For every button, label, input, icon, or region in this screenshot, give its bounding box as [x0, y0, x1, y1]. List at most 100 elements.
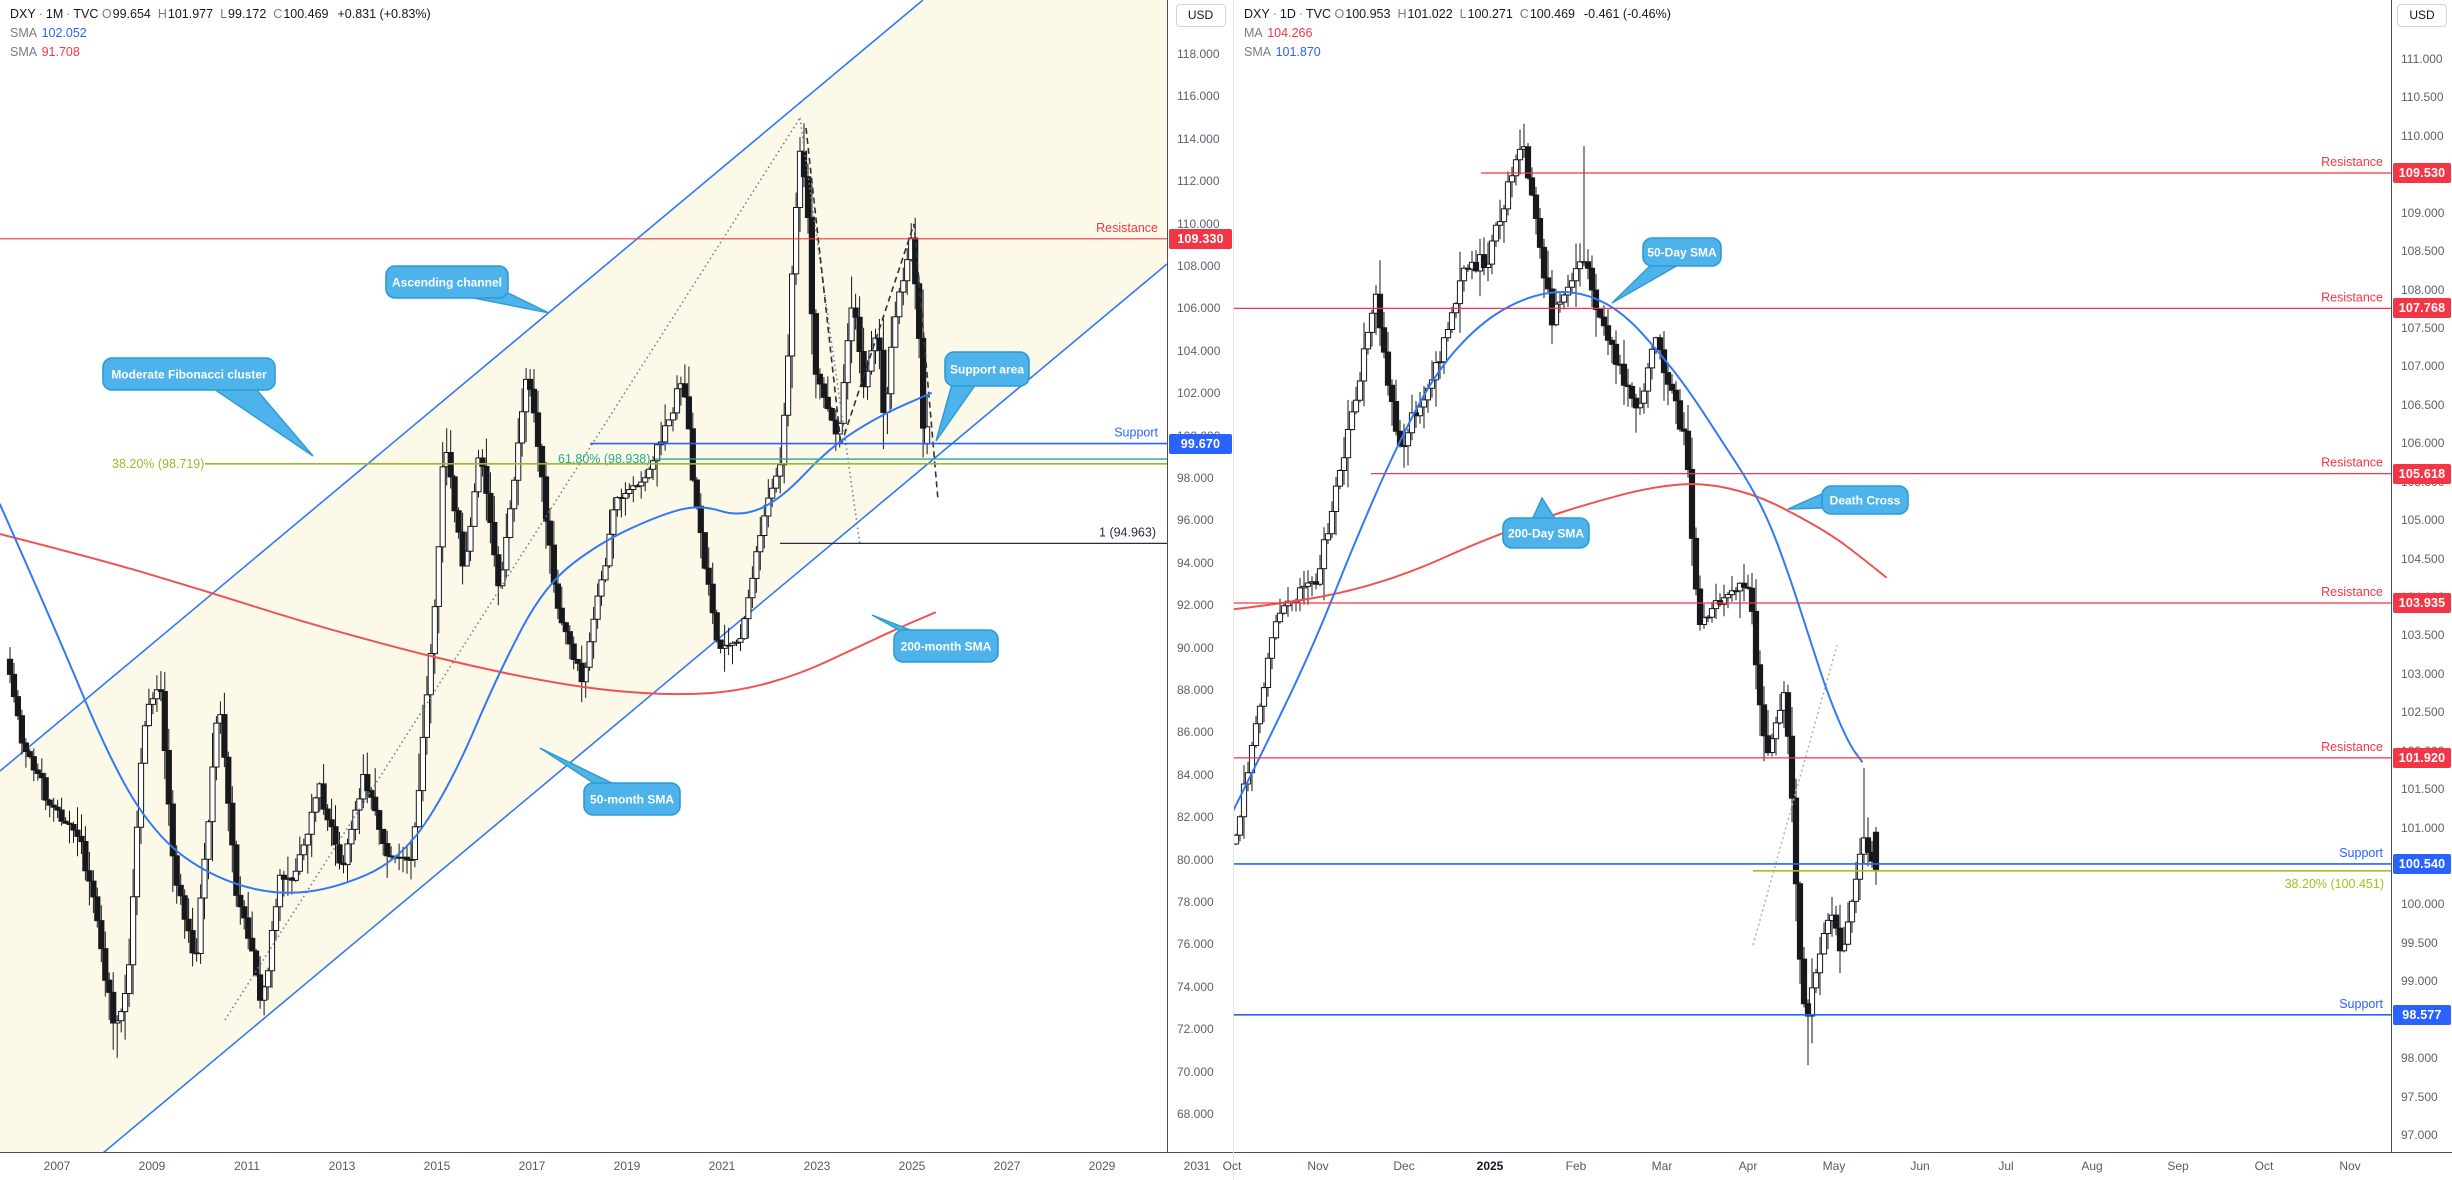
- callout-body: [102, 357, 276, 391]
- price-tick-label: 108.000: [2401, 282, 2445, 297]
- time-tick-label: 2025: [898, 1159, 926, 1173]
- time-tick-label: 2023: [803, 1159, 831, 1173]
- close-value: 100.469: [1529, 7, 1576, 21]
- price-tick-label: 80.000: [1177, 852, 1214, 867]
- price-tick-label: 99.000: [2401, 974, 2438, 989]
- callout-death-cross[interactable]: Death Cross: [1787, 485, 1909, 515]
- daily-time-axis[interactable]: Oct Nov Dec 2025 Feb Mar Apr May Jun Jul Aug Sep Oct…: [1223, 1152, 2452, 1180]
- price-tick-label: 68.000: [1177, 1107, 1214, 1121]
- channel-lower-line[interactable]: [102, 263, 1167, 1153]
- level-label: Resistance: [2321, 155, 2383, 169]
- time-tick-label: 2017: [518, 1159, 546, 1173]
- callout-text: Support area: [950, 363, 1024, 377]
- callout-ascending-channel[interactable]: Ascending channel: [385, 265, 550, 314]
- time-tick-label: Nov: [2339, 1159, 2361, 1173]
- daily-price-axis[interactable]: USD 111.000110.500110.000109.500109.0001…: [2391, 0, 2452, 1153]
- low-value: 99.172: [228, 7, 267, 21]
- price-tick-label: 110.500: [2401, 90, 2444, 105]
- daily-chart-pane[interactable]: Resistance Resistance Resistance Resistance…: [1223, 0, 2452, 1180]
- callout-moderate-fibonacci-cluster[interactable]: Moderate Fibonacci cluster: [102, 357, 314, 457]
- indicator-label: SMA: [10, 45, 38, 59]
- callout-50-day-sma[interactable]: 50-Day SMA: [1611, 237, 1722, 304]
- price-tick-label: 82.000: [1177, 810, 1214, 825]
- indicator-label: SMA: [10, 26, 38, 40]
- callout-text: 50-month SMA: [590, 793, 674, 807]
- high-key: H: [1397, 7, 1407, 21]
- price-tick-label: 106.000: [1177, 301, 1221, 316]
- low-key: L: [220, 7, 228, 21]
- daily-chart-plot[interactable]: Resistance Resistance Resistance Resistance…: [1234, 0, 2392, 1153]
- level-label: Resistance: [2321, 585, 2383, 599]
- price-tick-label: 84.000: [1177, 767, 1214, 782]
- level-label: Support: [2339, 846, 2383, 860]
- price-tick-label: 108.500: [2401, 244, 2445, 259]
- sma-200-line[interactable]: [1234, 483, 1887, 611]
- price-tick-label: 102.500: [2401, 705, 2445, 720]
- high-key: H: [157, 7, 167, 21]
- callout-200-day-sma[interactable]: 200-Day SMA: [1502, 496, 1590, 549]
- price-badge: 100.540: [2393, 853, 2451, 874]
- price-badge: 109.330: [1169, 228, 1232, 249]
- monthly-price-axis[interactable]: USD 118.000 116.000 114.000 112.000 110.000 1…: [1167, 0, 1233, 1153]
- callout-support-area[interactable]: Support area: [935, 351, 1030, 442]
- down-candle-bodies: [1288, 146, 1880, 1017]
- channel-upper-line[interactable]: [0, 0, 924, 772]
- monthly-time-axis[interactable]: 2007 2009 2011 2013 2015 2017 2019 2021 2023 2025…: [0, 1152, 1233, 1180]
- time-tick-label: Dec: [1393, 1159, 1415, 1173]
- sma-200-line[interactable]: [0, 533, 936, 696]
- price-tick-label: 99.500: [2401, 935, 2438, 950]
- indicator-value: 102.052: [41, 26, 87, 40]
- price-tick-label: 114.000: [1177, 131, 1220, 146]
- price-tick-label: 111.000: [2401, 52, 2443, 66]
- time-tick-label: 2031: [1183, 1159, 1211, 1173]
- open-value: 100.953: [1345, 7, 1391, 21]
- dxy-monthly-svg[interactable]: Resistance Support 61.80% (98.938) 38.20% (…: [0, 0, 1167, 1153]
- callout-tail: [1787, 491, 1825, 510]
- price-tick-label: 107.000: [2401, 359, 2445, 374]
- time-tick-label: Feb: [1565, 1159, 1587, 1173]
- price-tick-label: 102.000: [1177, 386, 1221, 401]
- separator: ·: [66, 7, 71, 21]
- trendline-dashed[interactable]: [805, 127, 939, 501]
- monthly-symbol-row: DXY · 1M · TVC O99.654 H101.977 L99.172 C100.46…: [10, 5, 431, 24]
- interval-label: 1D: [1279, 7, 1296, 21]
- time-tick-label: 2007: [43, 1159, 71, 1173]
- time-tick-label: 2009: [138, 1159, 166, 1173]
- price-tick-label: 74.000: [1177, 979, 1214, 994]
- time-tick-label: 2025: [1476, 1159, 1504, 1173]
- symbol-name: DXY: [10, 7, 36, 21]
- callout-body: [1821, 485, 1909, 515]
- monthly-sma200-row: SMA 91.708: [10, 43, 431, 62]
- separator: ·: [1272, 7, 1277, 21]
- price-tick-label: 109.000: [2401, 205, 2445, 220]
- time-tick-label: May: [1822, 1159, 1846, 1173]
- monthly-chart-plot[interactable]: Resistance Support 61.80% (98.938) 38.20% (…: [0, 0, 1167, 1153]
- exchange-label: TVC: [1306, 7, 1332, 21]
- trendline-dotted[interactable]: [799, 117, 861, 546]
- sma-50-line[interactable]: [0, 392, 932, 894]
- price-tick-label: 103.500: [2401, 628, 2445, 643]
- price-tick-label: 106.000: [2401, 436, 2445, 451]
- price-tick-label: 70.000: [1177, 1064, 1214, 1079]
- time-tick-label: 2021: [708, 1159, 736, 1173]
- trendline-dotted-light[interactable]: [1752, 644, 1838, 946]
- level-label: Resistance: [1096, 221, 1158, 235]
- dxy-daily-svg[interactable]: Resistance Resistance Resistance Resistance…: [1234, 0, 2392, 1153]
- level-label: Resistance: [2321, 740, 2383, 754]
- sma-50-line[interactable]: [1234, 291, 1863, 813]
- price-tick-label: 97.500: [2401, 1089, 2438, 1104]
- callout-body: [385, 265, 509, 299]
- currency-label: USD: [1175, 4, 1226, 27]
- price-tick-label: 90.000: [1177, 640, 1214, 655]
- time-tick-label: Aug: [2081, 1159, 2103, 1173]
- monthly-chart-pane[interactable]: Resistance Support 61.80% (98.938) 38.20% (…: [0, 0, 1233, 1180]
- callout-body: [1502, 517, 1590, 549]
- currency-label: USD: [2397, 4, 2447, 27]
- time-tick-label: Mar: [1651, 1159, 1673, 1173]
- callout-50-month-sma[interactable]: 50-month SMA: [539, 747, 681, 816]
- price-badge: 109.530: [2393, 162, 2451, 183]
- callout-200-month-sma[interactable]: 200-month SMA: [871, 614, 999, 663]
- price-badge: 107.768: [2393, 298, 2451, 319]
- channel-area[interactable]: [0, 0, 1167, 1153]
- daily-sma50-row: SMA 101.870: [1244, 43, 1671, 62]
